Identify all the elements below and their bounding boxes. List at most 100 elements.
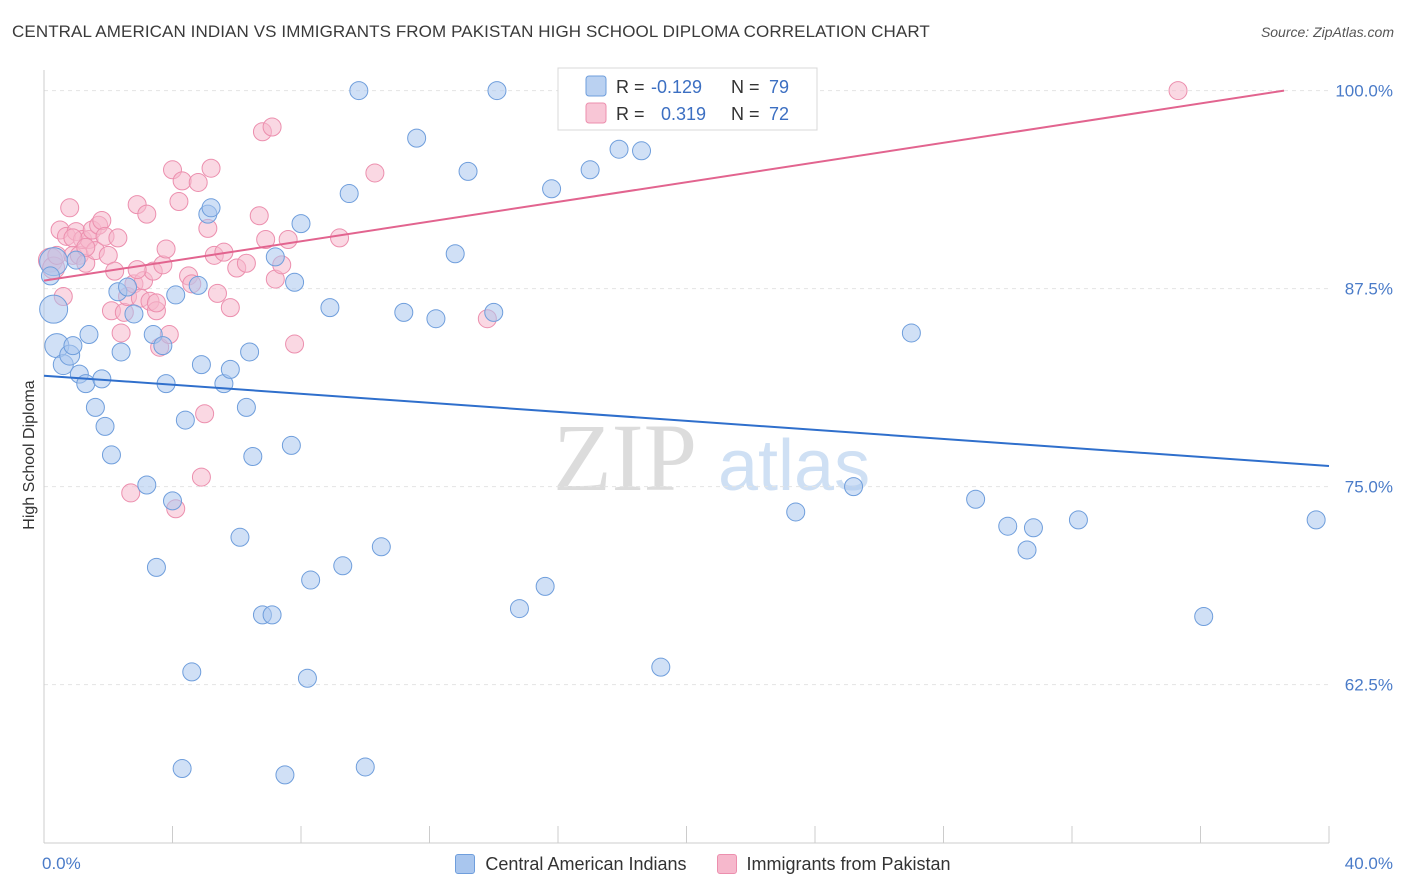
pakistan-point-25 xyxy=(121,483,141,503)
central-american-point-22 xyxy=(163,491,182,511)
central-american-point-50 xyxy=(355,757,375,777)
y-tick-label-3: 62.5% xyxy=(1345,676,1393,695)
central-american-point-41 xyxy=(281,435,301,455)
watermark-atlas: atlas xyxy=(718,426,870,506)
legend-n-value-1: 79 xyxy=(769,77,789,97)
central-american-point-35 xyxy=(240,342,260,362)
correlation-legend: R = -0.129 N = 79 R = 0.319 N = 72 xyxy=(557,67,818,131)
central-american-point-49 xyxy=(349,81,369,101)
central-american-point-9 xyxy=(85,397,105,417)
central-american-point-34 xyxy=(236,397,256,417)
gridlines xyxy=(44,90,1329,686)
central-american-point-42 xyxy=(285,272,305,292)
legend-item-pakistan: Immigrants from Pakistan xyxy=(716,853,951,875)
central-american-point-24 xyxy=(172,759,192,779)
axes xyxy=(43,70,1330,844)
tick-labels: 100.0% 87.5% 75.0% 62.5% 0.0% 40.0% xyxy=(42,82,1393,873)
central-american-point-72 xyxy=(1017,540,1037,560)
pakistan-point-48 xyxy=(201,158,221,178)
central-american-point-70 xyxy=(966,489,986,509)
central-american-point-36 xyxy=(243,447,263,466)
pakistan-point-58 xyxy=(262,117,282,137)
central-american-point-11 xyxy=(95,416,115,436)
legend-item-central-american: Central American Indians xyxy=(455,853,687,875)
pakistan-point-67 xyxy=(1168,81,1188,101)
pakistan-point-63 xyxy=(330,228,350,248)
central-american-point-78 xyxy=(66,250,86,270)
central-american-point-12 xyxy=(101,445,121,465)
legend-label-pakistan: Immigrants from Pakistan xyxy=(746,853,951,874)
pakistan-point-30 xyxy=(137,204,157,224)
central-american-point-61 xyxy=(542,179,562,199)
central-american-point-58 xyxy=(487,81,507,101)
legend-r-label-1: R = xyxy=(616,77,645,97)
central-american-point-54 xyxy=(426,309,446,329)
pakistan-point-16 xyxy=(92,210,112,230)
pakistan-point-40 xyxy=(169,191,189,211)
pakistan-point-68 xyxy=(127,260,147,280)
central-american-point-64 xyxy=(609,139,629,159)
trend-lines xyxy=(43,89,1330,468)
central-american-point-39 xyxy=(265,247,285,267)
central-american-point-47 xyxy=(333,556,353,576)
legend-swatch-blue xyxy=(585,75,607,97)
pakistan-point-36 xyxy=(156,239,176,259)
pakistan-point-69 xyxy=(146,293,166,313)
central-american-point-23 xyxy=(166,285,186,305)
legend-n-value-2: 72 xyxy=(769,104,789,124)
trend-line-pakistan xyxy=(43,89,1285,282)
central-american-point-5 xyxy=(63,336,83,356)
central-american-point-73 xyxy=(1023,518,1043,538)
pakistan-point-21 xyxy=(108,228,128,248)
central-american-point-60 xyxy=(535,576,555,596)
central-american-point-56 xyxy=(458,161,478,181)
pakistan-point-46 xyxy=(195,404,215,424)
central-american-point-53 xyxy=(407,128,427,148)
central-american-point-43 xyxy=(291,214,311,234)
central-american-point-8 xyxy=(79,325,99,345)
central-american-point-25 xyxy=(175,410,195,430)
central-american-point-71 xyxy=(998,516,1018,536)
pakistan-point-45 xyxy=(191,467,211,487)
central-american-point-19 xyxy=(146,557,166,577)
chart-title: CENTRAL AMERICAN INDIAN VS IMMIGRANTS FR… xyxy=(12,22,930,41)
pakistan-point-70 xyxy=(63,228,83,248)
central-american-point-63 xyxy=(580,160,600,180)
central-american-point-33 xyxy=(230,527,250,547)
central-american-point-44 xyxy=(297,668,317,688)
watermark-zip: ZIP xyxy=(553,404,697,511)
legend-label-central-american: Central American Indians xyxy=(485,853,687,874)
central-american-point-27 xyxy=(188,275,208,295)
legend-r-label-2: R = xyxy=(616,104,645,124)
pakistan-point-64 xyxy=(365,163,385,183)
central-american-point-74 xyxy=(1068,510,1088,530)
source-label: Source: ZipAtlas.com xyxy=(1260,24,1394,40)
legend-swatch-pakistan xyxy=(716,854,737,874)
central-american-point-77 xyxy=(40,266,60,286)
legend-n-label-2: N = xyxy=(731,104,760,124)
central-american-point-59 xyxy=(509,599,529,619)
legend-r-value-1: -0.129 xyxy=(651,77,702,97)
central-american-point-66 xyxy=(651,657,671,677)
x-tick-label-1: 40.0% xyxy=(1345,854,1393,873)
central-american-point-17 xyxy=(137,475,157,495)
pakistan-point-52 xyxy=(220,298,240,318)
legend-n-label-1: N = xyxy=(731,77,760,97)
central-american-point-76 xyxy=(1306,510,1326,530)
trend-line-central-american xyxy=(43,374,1330,468)
central-american-point-30 xyxy=(201,198,221,218)
pakistan-point-35 xyxy=(153,255,173,275)
central-american-point-1 xyxy=(39,294,69,324)
central-american-point-68 xyxy=(844,477,864,497)
pakistan-point-54 xyxy=(236,253,256,273)
central-american-point-51 xyxy=(371,537,391,557)
legend-r-value-2: 0.319 xyxy=(661,104,706,124)
central-american-point-32 xyxy=(220,359,240,379)
central-american-point-45 xyxy=(301,570,321,590)
pakistan-point-61 xyxy=(278,229,298,249)
central-american-point-40 xyxy=(275,765,295,785)
pakistan-point-44 xyxy=(188,172,208,192)
central-american-point-28 xyxy=(191,355,211,375)
central-american-point-48 xyxy=(339,184,359,204)
